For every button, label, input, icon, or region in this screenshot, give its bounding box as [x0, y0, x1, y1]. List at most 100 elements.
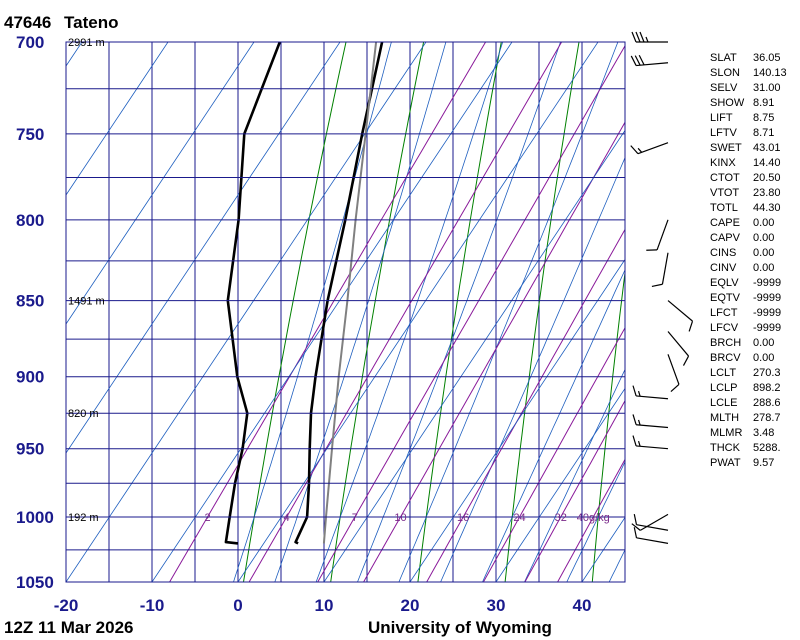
index-value: -9999: [753, 277, 781, 289]
dry-adiabat: [417, 42, 502, 582]
index-value: -9999: [753, 292, 781, 304]
wind-barbs: [630, 31, 694, 544]
temperature-tick-label: 0: [233, 596, 242, 615]
index-value: 0.00: [753, 217, 774, 229]
index-name: THCK: [710, 442, 741, 454]
pressure-tick-label: 750: [16, 125, 44, 144]
index-value: 14.40: [753, 157, 781, 169]
index-value: 23.80: [753, 187, 781, 199]
index-name: CAPE: [710, 217, 740, 229]
index-name: SLAT: [710, 52, 737, 64]
index-value: 8.75: [753, 112, 774, 124]
skewed-isotherm: [237, 42, 599, 582]
index-name: VTOT: [710, 187, 739, 199]
moist-adiabat: [482, 269, 625, 582]
index-name: LIFT: [710, 112, 733, 124]
index-name: SLON: [710, 67, 740, 79]
moist-adiabat: [566, 460, 625, 582]
index-name: EQLV: [710, 277, 739, 289]
height-label: 192 m: [68, 512, 99, 524]
plot-frame: [65, 41, 626, 583]
station-id: 47646: [4, 13, 51, 32]
temperature-tick-label: -20: [54, 596, 79, 615]
moist-adiabats: [233, 42, 625, 582]
skewed-isotherm: [323, 129, 625, 582]
wind-barb: [632, 435, 669, 450]
station-name: Tateno: [64, 13, 118, 32]
index-value: 898.2: [753, 382, 781, 394]
skewed-isotherm: [66, 42, 83, 67]
moist-adiabat: [440, 156, 625, 582]
pressure-tick-label: 1050: [16, 573, 54, 592]
mixing-ratio-label: 24: [513, 512, 525, 524]
index-name: MLTH: [710, 412, 739, 424]
mixing-ratio-line: [482, 326, 625, 582]
index-value: -9999: [753, 307, 781, 319]
temperature-tick-label: 10: [315, 596, 334, 615]
index-value: 31.00: [753, 82, 781, 94]
wind-barb: [667, 354, 680, 393]
index-name: CAPV: [710, 232, 741, 244]
index-name: LCLP: [710, 382, 738, 394]
skewed-isotherm: [66, 42, 427, 582]
index-value: 5288.: [753, 442, 781, 454]
mixing-ratio-lines: [169, 42, 625, 582]
index-name: CINV: [710, 262, 737, 274]
index-name: LFTV: [710, 127, 738, 139]
sounding-profiles: [224, 42, 384, 545]
skewed-isotherm: [495, 387, 625, 582]
mixing-ratio-label: 32: [555, 512, 567, 524]
index-value: 0.00: [753, 232, 774, 244]
index-value: 0.00: [753, 337, 774, 349]
index-name: LCLT: [710, 367, 736, 379]
mixing-ratio-line: [248, 42, 563, 582]
height-labels: 2991 m 1491 m 820 m 192 m: [68, 37, 105, 524]
mixing-ratio-label: 2: [204, 512, 210, 524]
index-value: 43.01: [753, 142, 781, 154]
index-name: TOTL: [710, 202, 738, 214]
wind-barb: [667, 331, 690, 366]
moist-adiabat: [398, 42, 619, 582]
pressure-tick-label: 850: [16, 292, 44, 311]
wind-barb: [632, 414, 669, 429]
index-value: 0.00: [753, 262, 774, 274]
index-value: 288.6: [753, 397, 781, 409]
temperature-tick-label: 30: [487, 596, 506, 615]
dry-adiabat: [504, 42, 580, 582]
index-name: BRCH: [710, 337, 741, 349]
index-value: 20.50: [753, 172, 781, 184]
index-name: LCLE: [710, 397, 738, 409]
pressure-tick-label: 800: [16, 211, 44, 230]
moist-adiabat: [233, 42, 392, 582]
wind-barb: [667, 300, 694, 332]
skewed-isotherms: [66, 42, 625, 582]
data-source: University of Wyoming: [368, 618, 552, 637]
height-label: 1491 m: [68, 296, 105, 308]
dry-adiabats: [242, 42, 625, 582]
temperature-tick-label: 40: [573, 596, 592, 615]
index-value: 140.13: [753, 67, 787, 79]
dewpoint-profile: [224, 42, 282, 545]
mixing-ratio-line: [426, 228, 625, 582]
mixing-ratio-label: 16: [457, 512, 469, 524]
index-name: EQTV: [710, 292, 741, 304]
mixing-ratio-line: [524, 399, 625, 582]
observation-time: 12Z 11 Mar 2026: [4, 618, 133, 637]
index-value: 36.05: [753, 52, 781, 64]
temperature-tick-label: -10: [140, 596, 165, 615]
index-value: 0.00: [753, 247, 774, 259]
wind-barb: [630, 142, 669, 155]
mixing-ratio-label: 4: [284, 512, 290, 524]
index-name: SWET: [710, 142, 742, 154]
mixing-ratio-label: 7: [352, 512, 358, 524]
mixing-ratio-line: [169, 42, 487, 582]
index-name: SELV: [710, 82, 738, 94]
skewed-isotherm: [151, 42, 513, 582]
mixing-ratio-line: [363, 121, 625, 582]
skewed-isotherm: [66, 42, 341, 454]
index-name: KINX: [710, 157, 736, 169]
index-name: CTOT: [710, 172, 740, 184]
index-value: 278.7: [753, 412, 781, 424]
index-value: 8.71: [753, 127, 774, 139]
